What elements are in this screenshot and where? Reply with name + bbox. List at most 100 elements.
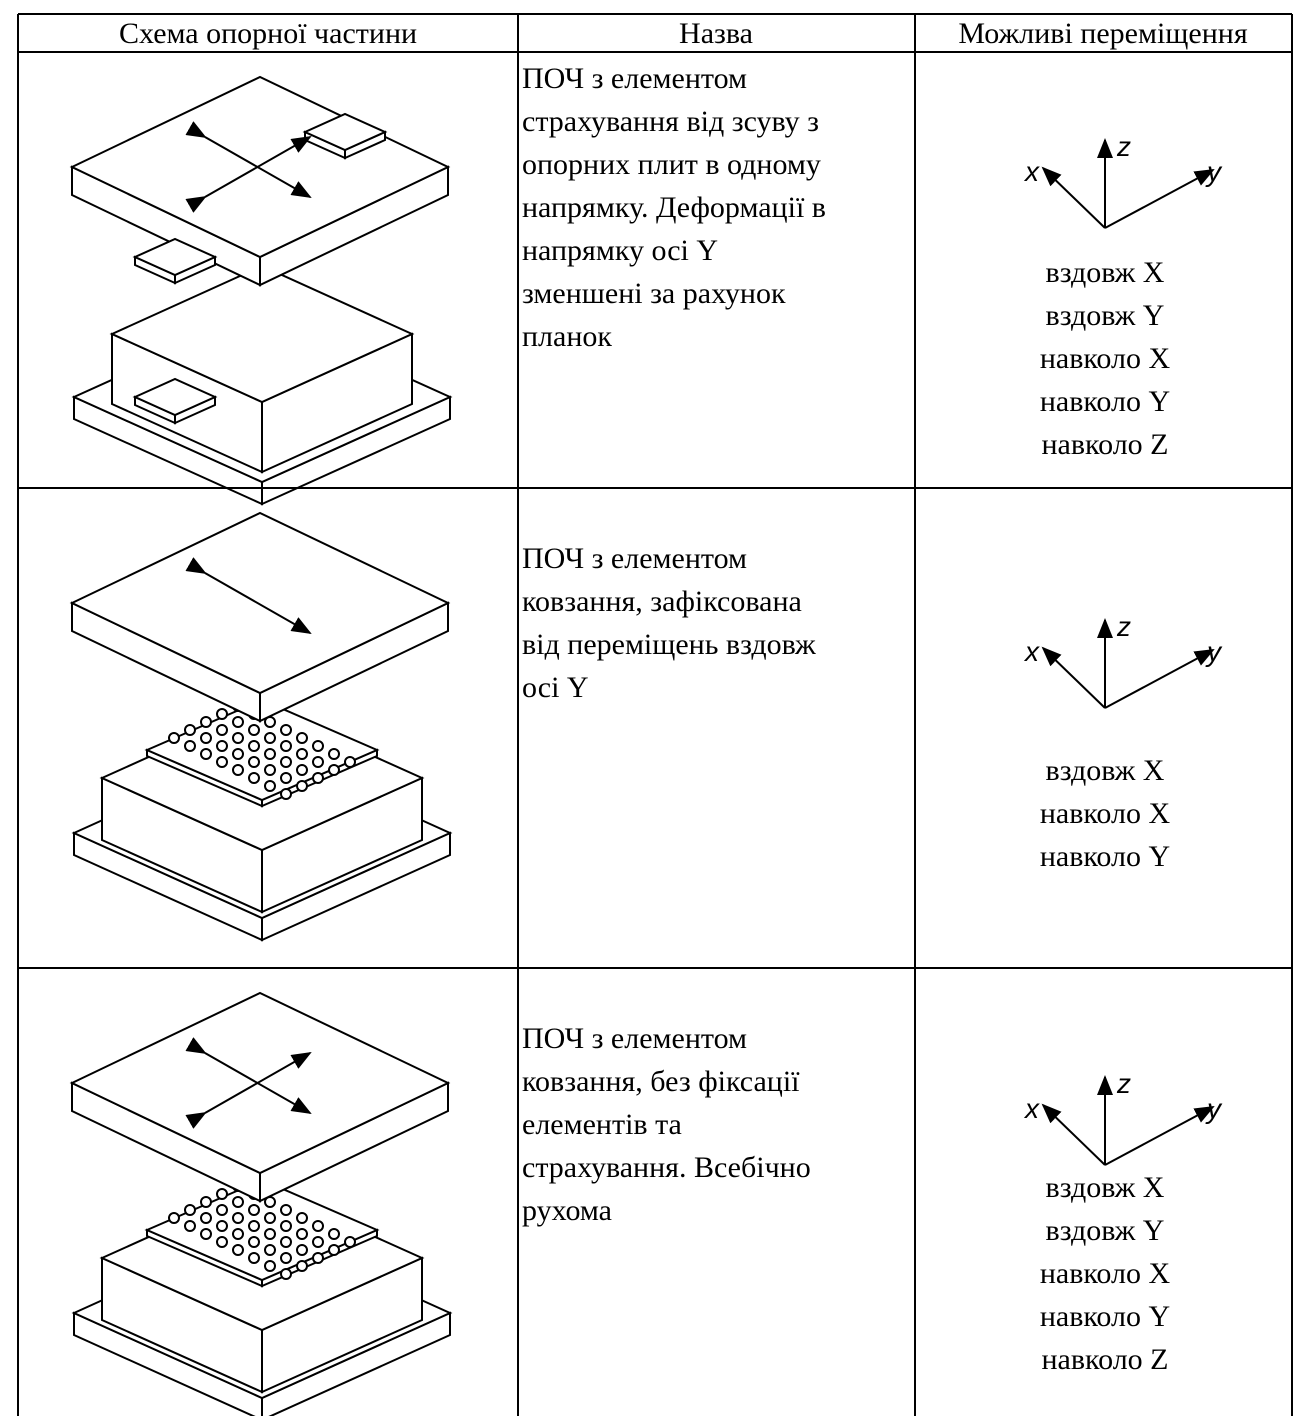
slide-hole (344, 756, 356, 768)
slide-hole (216, 1236, 228, 1248)
slide-hole (200, 732, 212, 744)
slide-hole (312, 1252, 324, 1264)
slide-hole (296, 1260, 308, 1272)
header-cell: Схема опорної частини (119, 17, 417, 50)
slide-hole (296, 780, 308, 792)
slide-hole (168, 732, 180, 744)
slide-hole (216, 1188, 228, 1200)
slide-hole (232, 1228, 244, 1240)
slide-hole (232, 732, 244, 744)
slide-hole (216, 724, 228, 736)
movement: вздовж X (1046, 1171, 1165, 1204)
axis-label: x (1023, 636, 1040, 667)
movement: навколо Z (1042, 1343, 1169, 1376)
slide-hole (312, 740, 324, 752)
move-arrow (185, 136, 312, 213)
slide-hole (248, 724, 260, 736)
slide-hole (264, 780, 276, 792)
plate-top (69, 991, 451, 1175)
bearing-name: ковзання, зафіксована (522, 585, 802, 618)
axis-label: x (1023, 156, 1040, 187)
axis-label: y (1205, 636, 1223, 667)
slide-hole (280, 740, 292, 752)
slide-hole (328, 1244, 340, 1256)
slide-hole (312, 1236, 324, 1248)
plate-top (132, 377, 218, 417)
movement: вздовж X (1046, 256, 1165, 289)
movement: навколо X (1040, 797, 1171, 830)
slide-hole (296, 764, 308, 776)
plate-top (69, 511, 451, 695)
slide-hole (216, 708, 228, 720)
slide-hole (264, 1228, 276, 1240)
slide-hole (328, 1228, 340, 1240)
slide-hole (232, 748, 244, 760)
bearing-name: від переміщень вздовж (522, 628, 816, 661)
slide-hole (216, 756, 228, 768)
slide-hole (280, 1220, 292, 1232)
slide-hole (200, 748, 212, 760)
bearing-drawing (69, 511, 453, 942)
slide-hole (216, 1204, 228, 1216)
slide-hole (312, 756, 324, 768)
move-arrow (185, 557, 312, 634)
slide-hole (296, 1212, 308, 1224)
axis-label: y (1205, 1093, 1223, 1124)
slide-hole (184, 1204, 196, 1216)
bearing-name: ПОЧ з елементом (522, 1022, 747, 1055)
plate-top (109, 264, 415, 404)
slide-hole (216, 740, 228, 752)
bearing-name: напрямку осі Y (522, 234, 718, 267)
movement: вздовж Y (1046, 299, 1165, 332)
slide-hole (248, 756, 260, 768)
axis-x (1041, 1103, 1106, 1166)
slide-hole (280, 724, 292, 736)
slide-hole (264, 1260, 276, 1272)
axis-label: z (1116, 1068, 1131, 1099)
slide-hole (280, 1268, 292, 1280)
move-arrow (185, 1052, 312, 1129)
slide-hole (168, 1212, 180, 1224)
bearing-name: напрямку. Деформації в (522, 191, 826, 224)
axis-x (1041, 166, 1106, 229)
bearing-name: зменшені за рахунок (522, 277, 786, 310)
slide-hole (280, 1204, 292, 1216)
slide-hole (232, 1244, 244, 1256)
header-cell: Можливі переміщення (958, 17, 1247, 50)
slide-hole (312, 1220, 324, 1232)
slide-hole (232, 764, 244, 776)
slide-hole (264, 732, 276, 744)
movement: вздовж X (1046, 754, 1165, 787)
movement: навколо X (1040, 342, 1171, 375)
slide-hole (248, 1220, 260, 1232)
bearing-name: осі Y (522, 671, 589, 704)
slide-hole (264, 748, 276, 760)
slide-hole (280, 756, 292, 768)
slide-hole (280, 772, 292, 784)
axis-y (1104, 1106, 1215, 1166)
slide-hole (264, 764, 276, 776)
movement: навколо Y (1040, 840, 1170, 873)
bearing-drawing (69, 991, 453, 1416)
slide-hole (248, 1236, 260, 1248)
table-grid (17, 13, 1293, 1416)
axis-x (1041, 646, 1106, 709)
slide-hole (232, 1196, 244, 1208)
bearing-name: ПОЧ з елементом (522, 62, 747, 95)
bearing-name: планок (522, 320, 612, 353)
axis-label: y (1205, 156, 1223, 187)
slide-hole (216, 1220, 228, 1232)
movement: навколо X (1040, 1257, 1171, 1290)
slide-hole (328, 764, 340, 776)
slide-hole (248, 1252, 260, 1264)
slide-hole (248, 740, 260, 752)
bearing-name: страхування від зсуву з (522, 105, 819, 138)
slide-hole (232, 716, 244, 728)
slide-hole (296, 1244, 308, 1256)
slide-hole (280, 788, 292, 800)
slide-hole (296, 748, 308, 760)
movement: навколо Z (1042, 428, 1169, 461)
axis-label: z (1116, 611, 1131, 642)
plate-top (69, 75, 451, 259)
